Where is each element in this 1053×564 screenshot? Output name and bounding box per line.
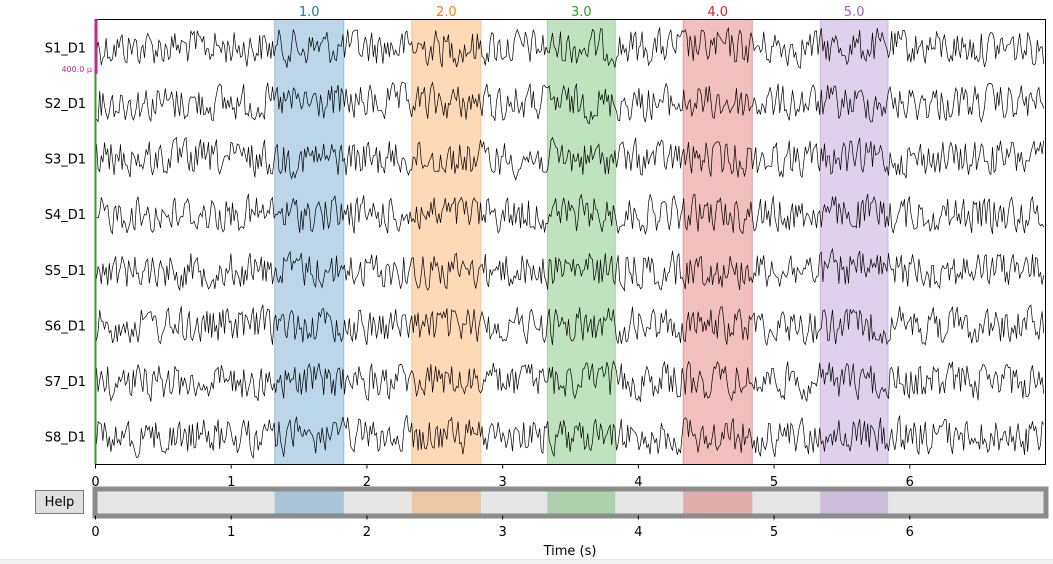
- scrollbar-annotation-span: [820, 490, 889, 515]
- channel-trace: [96, 304, 1045, 347]
- x-tick-label: 4: [634, 525, 642, 540]
- channel-trace: [96, 247, 1045, 292]
- x-tick-label: 3: [499, 525, 507, 540]
- x-tick-label: 1: [227, 475, 235, 490]
- x-tick-label: 4: [634, 475, 642, 490]
- x-tick-label: 0: [91, 525, 99, 540]
- channel-label[interactable]: S6_D1: [45, 319, 86, 334]
- scrollbar-x-ticks: 0 1 2 3 4 5 6: [91, 515, 914, 540]
- x-tick-label: 2: [363, 525, 371, 540]
- scale-bar-label: 400.0 µ: [61, 65, 92, 74]
- x-axis-label: Time (s): [543, 544, 597, 559]
- channel-trace: [96, 81, 1045, 125]
- annotation-span[interactable]: [274, 19, 345, 465]
- channel-label[interactable]: S7_D1: [45, 375, 86, 390]
- annotation-label: 1.0: [299, 5, 320, 20]
- x-tick-label: 3: [499, 475, 507, 490]
- annotation-labels: 1.0 2.0 3.0 4.0 5.0: [299, 5, 865, 20]
- annotation-span[interactable]: [682, 19, 753, 465]
- channel-label[interactable]: S8_D1: [45, 431, 86, 446]
- channel-trace: [96, 27, 1045, 69]
- channel-labels: S1_D1 S2_D1 S3_D1 S4_D1 S5_D1 S6_D1 S7_D1 S8_D1: [45, 41, 86, 445]
- traces-axes[interactable]: 400.0 µ S1_D1 S2_D1 S3_D1 S4_D1 S5_D1 S6_D1 S7…: [45, 5, 1046, 490]
- annotation-label: 5.0: [844, 5, 865, 20]
- help-button[interactable]: Help: [35, 490, 84, 514]
- time-scrollbar[interactable]: 0 1 2 3 4 5 6 Time (s): [91, 486, 1049, 559]
- annotation-span[interactable]: [546, 19, 616, 465]
- scrollbar-annotation-span: [411, 490, 481, 515]
- annotation-label: 3.0: [571, 5, 592, 20]
- scrollbar-annotation-span: [274, 490, 344, 515]
- annotation-span[interactable]: [411, 19, 482, 465]
- scrollbar-view-window[interactable]: [92, 486, 1049, 519]
- channel-label[interactable]: S1_D1: [45, 41, 86, 56]
- annotation-label: 4.0: [707, 5, 728, 20]
- scrollbar-track: [96, 490, 1045, 515]
- annotation-span[interactable]: [819, 19, 889, 465]
- channel-trace: [96, 360, 1045, 403]
- x-tick-label: 0: [91, 475, 99, 490]
- x-tick-label: 2: [363, 475, 371, 490]
- main-x-ticks: 0 1 2 3 4 5 6: [91, 464, 914, 490]
- x-tick-label: 5: [770, 475, 778, 490]
- x-tick-label: 1: [227, 525, 235, 540]
- x-tick-label: 6: [906, 475, 914, 490]
- annotation-label: 2.0: [436, 5, 457, 20]
- channel-label[interactable]: S3_D1: [45, 153, 86, 168]
- x-tick-label: 5: [770, 525, 778, 540]
- channel-label[interactable]: S2_D1: [45, 97, 86, 112]
- scrollbar-annotation-span: [683, 490, 753, 515]
- channel-label[interactable]: S5_D1: [45, 264, 86, 279]
- scrollbar-annotation-spans: [274, 490, 889, 515]
- scrollbar-annotation-span: [547, 490, 616, 515]
- channel-trace: [96, 193, 1044, 236]
- channel-trace: [96, 414, 1045, 460]
- channel-trace: [96, 136, 1045, 181]
- channel-label[interactable]: S4_D1: [45, 208, 86, 223]
- x-tick-label: 6: [906, 525, 914, 540]
- window-bottom-edge: [0, 559, 1053, 564]
- channel-traces: [96, 27, 1045, 460]
